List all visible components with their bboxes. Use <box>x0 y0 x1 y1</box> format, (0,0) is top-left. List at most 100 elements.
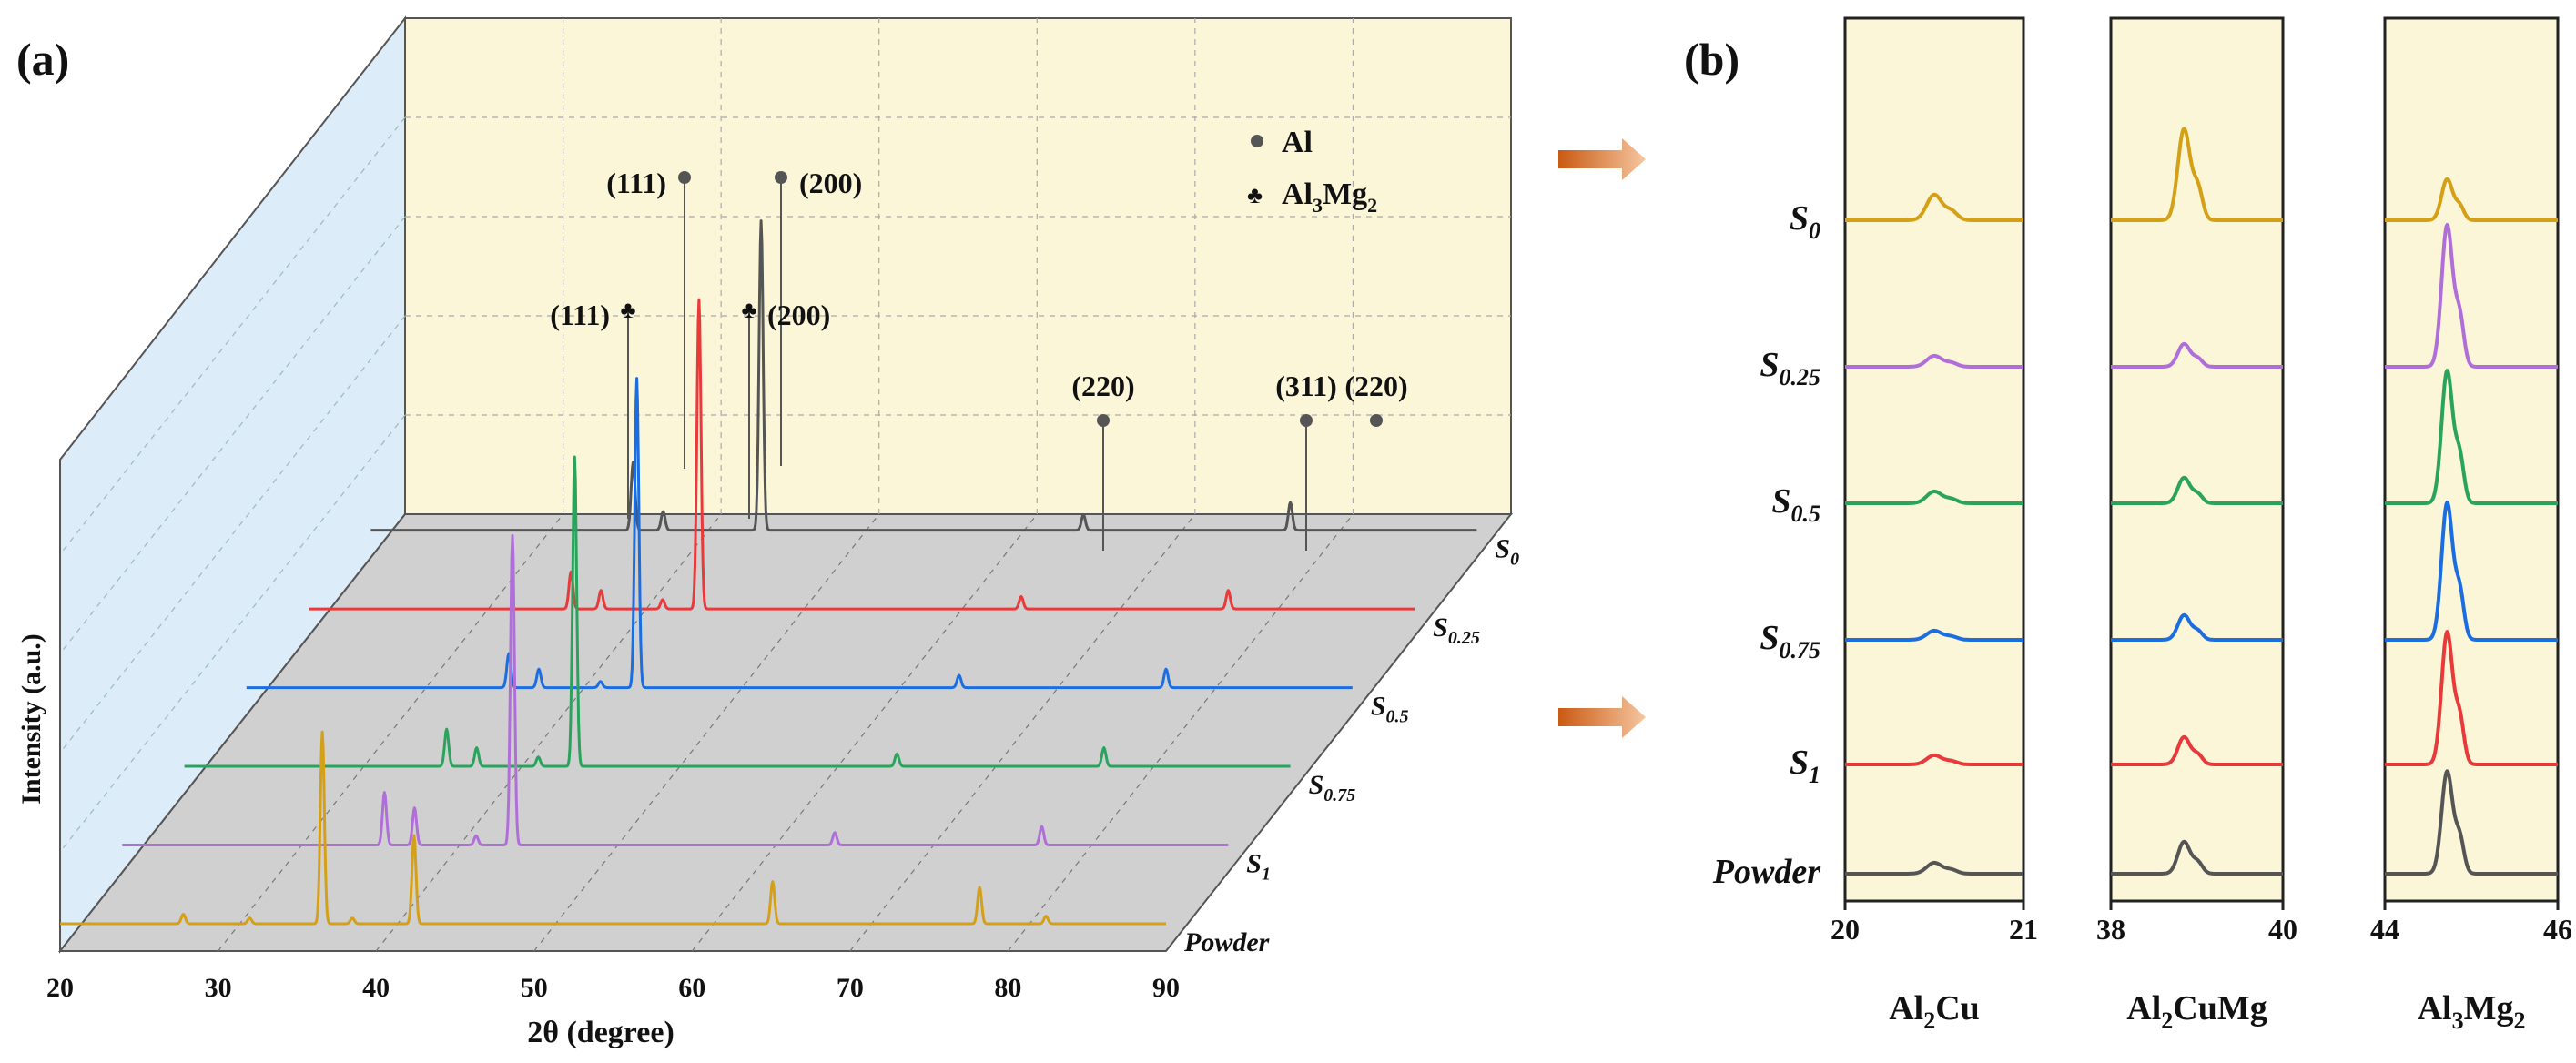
sidewall-gridline <box>59 315 406 754</box>
legend-al3mg2-sub2: 2 <box>1367 194 1377 217</box>
x-tick-labels: 20 30 40 50 60 70 80 90 <box>46 973 1180 1003</box>
annotation-label: (220) <box>1071 370 1134 402</box>
x-tick-label: 40 <box>362 973 390 1003</box>
legend-al3mg2-sub: 3 <box>1313 194 1323 217</box>
window-phase-label: Al3Mg2 <box>2418 989 2526 1034</box>
phase-label-part: Al <box>1889 989 1923 1028</box>
window-tick-label: 20 <box>1831 913 1860 946</box>
phase-label-part: Al <box>2418 989 2452 1028</box>
sample-label: S0.75 <box>1760 619 1820 663</box>
sample-label-main: S <box>1760 346 1779 384</box>
annotation-label: (111) <box>550 299 610 331</box>
window-tick-label: 38 <box>2096 913 2125 946</box>
x-tick-label: 30 <box>205 973 232 1003</box>
trace-S0.75 <box>183 455 1292 768</box>
window-trace <box>2109 127 2285 222</box>
series-label-main: S <box>1246 849 1262 879</box>
series-label-Powder: Powder <box>1183 927 1270 957</box>
x-tick-label: 60 <box>678 973 705 1003</box>
x-tick-label: 50 <box>521 973 548 1003</box>
window-trace <box>2109 612 2285 642</box>
window-trace <box>1844 489 2024 505</box>
sample-label-sub: 0 <box>1809 218 1820 244</box>
sidewall-gridline <box>59 116 406 555</box>
window-1: 38 40 Al2CuMg <box>2096 16 2297 1034</box>
annotation-dot <box>1370 414 1383 427</box>
series-label-main: Powder <box>1183 927 1270 957</box>
arrow-right-bottom <box>1558 696 1646 738</box>
series-label-sub: 1 <box>1262 865 1271 885</box>
series-label-sub: 0.5 <box>1386 707 1409 727</box>
floor-gridline <box>375 513 722 952</box>
series-label-main: S <box>1495 534 1510 564</box>
phase-label-part: 3 <box>2452 1007 2464 1034</box>
series-label-sub: 0.25 <box>1448 628 1480 648</box>
series-label-sub: 0.75 <box>1323 785 1355 805</box>
annotation-label: (200) <box>799 167 862 199</box>
window-phase-label: Al2Cu <box>1889 989 1980 1034</box>
window-frame <box>2109 16 2285 903</box>
annotation-club: ♣ <box>741 297 756 323</box>
x-tick-label: 70 <box>837 973 864 1003</box>
window-trace <box>2109 839 2285 876</box>
annotation-label: (311) <box>1275 370 1337 402</box>
window-phase-label: Al2CuMg <box>2126 989 2267 1034</box>
phase-label-part: 2 <box>2161 1007 2173 1034</box>
phase-markers: (111) (200)♣(111) ♣ (200)(220) (311) (220) <box>550 167 1408 551</box>
window-tick-label: 40 <box>2268 913 2297 946</box>
panel-a-waterfall-chart: (111) (200)♣(111) ♣ (200)(220) (311) (220) (a… <box>16 15 1519 1049</box>
trace-S0 <box>370 219 1477 532</box>
series-label-S0.25: S0.25 <box>1433 612 1480 648</box>
trace-S0.5 <box>246 377 1354 690</box>
trace-S1 <box>121 534 1229 846</box>
arrow-right-top <box>1558 138 1646 180</box>
annotation-label: (200) <box>767 299 830 331</box>
sidewall-gridline <box>59 216 406 654</box>
sample-label: Powder <box>1712 853 1821 891</box>
phase-label-part: CuMg <box>2173 989 2267 1028</box>
legend-marker-al <box>1251 135 1263 147</box>
grid <box>59 18 1511 952</box>
phase-label-part: Cu <box>1935 989 1980 1028</box>
x-tick-label: 80 <box>994 973 1021 1003</box>
panel-b-label: (b) <box>1684 34 1739 85</box>
window-trace <box>2383 369 2559 505</box>
window-frame <box>1843 16 2025 903</box>
phase-label-part: 2 <box>1923 1007 1935 1034</box>
sample-label-sub: 0.25 <box>1780 364 1821 390</box>
phase-label-part: 2 <box>2513 1007 2525 1034</box>
window-tick-label: 21 <box>2009 913 2038 946</box>
annotation-label: (111) <box>606 167 666 199</box>
sample-label-sub: 0.5 <box>1791 501 1821 527</box>
sample-label-main: S <box>1760 619 1779 657</box>
window-2: 44 46 Al3Mg2 <box>2370 16 2572 1034</box>
floor-gridline <box>1007 513 1354 952</box>
x-tick-label: 90 <box>1152 973 1180 1003</box>
legend-al3mg2-main: Al <box>1282 177 1313 211</box>
trace-S0.25 <box>308 298 1415 611</box>
y-axis-label: Intensity (a.u.) <box>16 633 46 805</box>
phase-label-part: Mg <box>2464 989 2514 1028</box>
legend-label-al3mg2: Al3Mg2 <box>1282 177 1377 217</box>
series-label-S0.75: S0.75 <box>1309 770 1356 805</box>
panel-a-label: (a) <box>16 34 69 85</box>
window-tick-label: 46 <box>2543 913 2572 946</box>
series-label-S1: S1 <box>1246 849 1271 885</box>
series-label-main: S <box>1371 692 1386 722</box>
annotation-dot <box>678 171 691 184</box>
window-trace <box>1844 628 2024 642</box>
legend-label-al: Al <box>1282 126 1313 159</box>
x-axis-label: 2θ (degree) <box>527 1016 674 1049</box>
legend-al3mg2-rest: Mg <box>1323 177 1367 211</box>
sample-label: S1 <box>1790 744 1820 788</box>
window-trace <box>1844 192 2024 222</box>
sidewall-gridline <box>59 414 406 853</box>
series-label-sub: 0 <box>1510 550 1519 570</box>
floor-gridline <box>533 513 880 952</box>
series-label-main: S <box>1433 612 1448 643</box>
floor-gridline <box>849 513 1196 952</box>
window-trace <box>2109 341 2285 369</box>
